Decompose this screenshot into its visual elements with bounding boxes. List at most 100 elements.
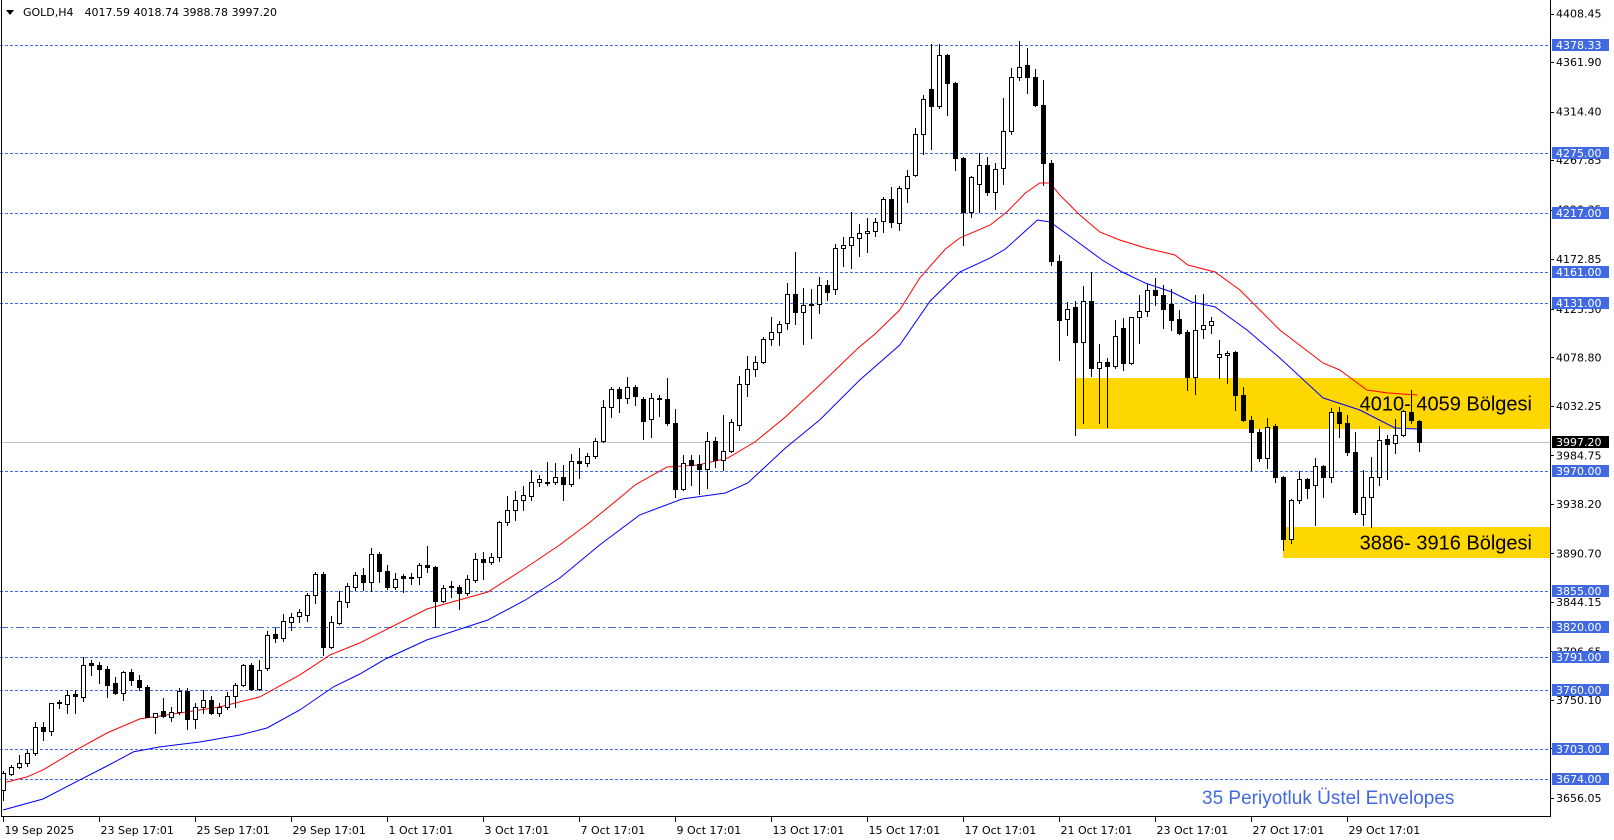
candle	[777, 321, 782, 346]
bull-candle-body	[1369, 477, 1374, 498]
price-axis-tick-label: 4032.25	[1556, 400, 1602, 413]
zone-label[interactable]: 4010- 4059 Bölgesi	[1360, 394, 1532, 416]
candle	[913, 128, 918, 177]
bear-candle-body	[89, 663, 94, 666]
candle	[1377, 426, 1382, 486]
candle	[1329, 408, 1334, 483]
candle	[161, 698, 166, 718]
candle	[977, 153, 982, 213]
bull-candle-body	[1401, 411, 1406, 436]
bull-candle-body	[217, 707, 222, 714]
candle	[1321, 465, 1326, 498]
candle	[1129, 317, 1134, 365]
candle	[673, 409, 678, 498]
envelopes-annotation-label[interactable]: 35 Periyotluk Üstel Envelopes	[1202, 788, 1455, 809]
bear-candle-body	[105, 669, 110, 686]
bear-candle-body	[545, 482, 550, 484]
candle	[1169, 289, 1174, 331]
candle	[1153, 278, 1158, 306]
candle	[881, 197, 886, 233]
candle	[873, 218, 878, 237]
candle	[665, 378, 670, 426]
time-axis[interactable]: 19 Sep 2025 23 Sep 17:01 25 Sep 17:01 29 Se…	[3, 816, 1421, 837]
bull-candle-body	[1065, 309, 1070, 320]
price-level-label: 3970.00	[1556, 465, 1602, 478]
bull-candle-body	[761, 339, 766, 363]
bear-candle-body	[1281, 477, 1286, 540]
candle	[521, 486, 526, 511]
bull-candle-body	[225, 696, 230, 708]
bull-candle-body	[505, 510, 510, 523]
bull-candle-body	[353, 575, 358, 588]
price-axis-tick-label: 3984.75	[1556, 449, 1602, 462]
bull-candle-body	[841, 245, 846, 249]
zone-label[interactable]: 3886- 3916 Bölgesi	[1360, 533, 1532, 555]
candle	[721, 415, 726, 471]
price-level-label: 3820.00	[1556, 621, 1602, 634]
bull-candle-body	[1009, 77, 1014, 132]
bull-candle-body	[1081, 301, 1086, 343]
bull-candle-body	[585, 456, 590, 464]
candle	[753, 356, 758, 377]
bear-candle-body	[249, 665, 254, 690]
bull-candle-body	[601, 407, 606, 442]
candle	[505, 496, 510, 526]
bull-candle-body	[593, 441, 598, 457]
bull-candle-body	[1289, 500, 1294, 540]
candle	[1217, 340, 1222, 379]
candle	[249, 663, 254, 691]
bull-candle-body	[1297, 479, 1302, 501]
candle	[1097, 344, 1102, 424]
candle	[369, 548, 374, 592]
candle	[377, 552, 382, 583]
candle	[1081, 286, 1086, 424]
candle	[1177, 310, 1182, 335]
bull-candle-body	[729, 422, 734, 452]
bull-candle-body	[305, 595, 310, 616]
candle	[225, 692, 230, 710]
candle	[985, 157, 990, 196]
bull-candle-body	[705, 441, 710, 470]
candle	[1009, 68, 1014, 135]
bear-candle-body	[161, 711, 166, 717]
bull-candle-body	[281, 621, 286, 639]
candle	[1281, 476, 1286, 551]
bull-candle-body	[513, 500, 518, 511]
bear-candle-body	[961, 158, 966, 213]
bear-candle-body	[1153, 290, 1158, 296]
candle	[65, 690, 70, 714]
bear-candle-body	[129, 672, 134, 681]
bull-candle-body	[233, 685, 238, 697]
time-axis-label: 17 Oct 17:01	[965, 824, 1037, 837]
candle	[177, 688, 182, 715]
bull-candle-body	[1209, 321, 1214, 326]
bear-candle-body	[273, 634, 278, 639]
bear-candle-body	[185, 691, 190, 720]
candle	[49, 703, 54, 736]
candle	[785, 283, 790, 330]
bear-candle-body	[577, 461, 582, 464]
bull-candle-body	[1265, 427, 1270, 459]
bear-candle-body	[1057, 261, 1062, 321]
resistance-zone[interactable]	[1075, 378, 1550, 429]
bull-candle-body	[201, 700, 206, 708]
ohlc-close: 3997.20	[231, 6, 278, 19]
bull-candle-body	[257, 670, 262, 690]
chart-frame	[1, 0, 1551, 817]
candle	[897, 186, 902, 231]
price-axis[interactable]: 4408.454361.904314.404267.854220.354172.…	[1550, 0, 1614, 816]
candle	[1273, 424, 1278, 483]
bull-candle-body	[17, 763, 22, 768]
candle	[409, 573, 414, 585]
candle	[145, 685, 150, 718]
bull-candle-body	[913, 134, 918, 176]
price-level-label-box	[1552, 743, 1609, 755]
triangle-down-icon[interactable]	[6, 10, 14, 15]
support-zone[interactable]	[1283, 527, 1550, 558]
price-level-label: 4161.00	[1556, 266, 1602, 279]
bull-candle-body	[753, 362, 758, 370]
bear-candle-body	[1033, 77, 1038, 106]
bear-candle-body	[401, 576, 406, 579]
